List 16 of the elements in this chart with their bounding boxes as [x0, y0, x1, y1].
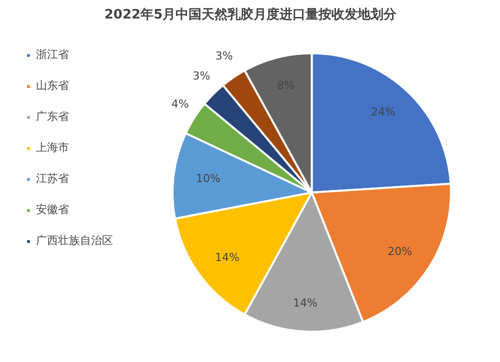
data-label: 14%	[215, 250, 240, 264]
data-label: 20%	[388, 245, 412, 258]
legend-label: 广东省	[36, 109, 69, 124]
legend-label: 山东省	[36, 78, 69, 93]
data-label: 4%	[171, 98, 189, 111]
data-label: 14%	[292, 296, 318, 310]
data-label: 24%	[370, 105, 396, 118]
data-label: 10%	[196, 172, 220, 186]
legend-label: 安徽省	[36, 202, 69, 217]
data-label: 3%	[215, 50, 233, 63]
legend-label: 广西壮族自治区	[36, 233, 113, 248]
chart-title: 2022年5月中国天然乳胶月度进口量按收发地划分	[104, 6, 398, 22]
legend-label: 上海市	[36, 140, 69, 155]
legend-label: 江苏省	[36, 171, 69, 186]
legend-label: 浙江省	[36, 47, 69, 62]
data-label: 3%	[192, 69, 210, 82]
